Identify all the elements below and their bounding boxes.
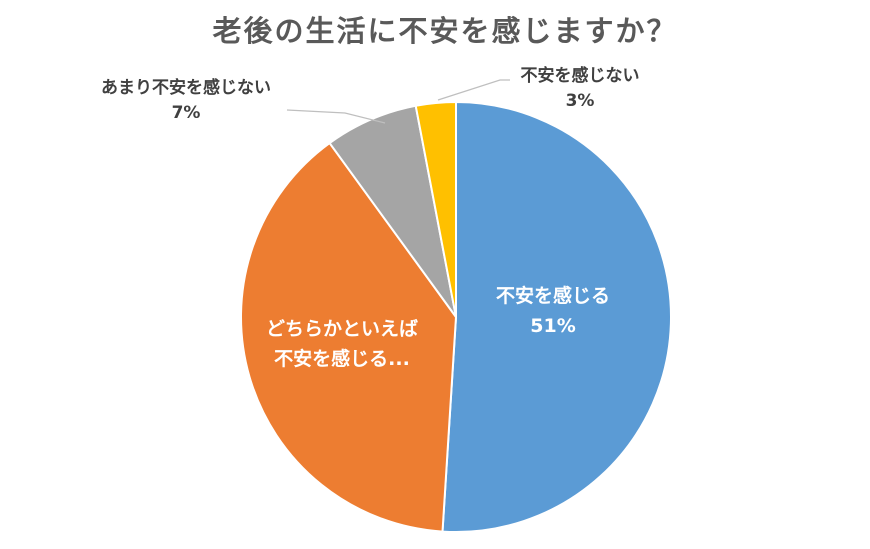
pie-slice-1 bbox=[441, 100, 672, 533]
pie-slice-2 bbox=[240, 141, 458, 533]
label-blue-pct: 51% bbox=[530, 315, 576, 337]
label-orange-line1: どちらかといえば bbox=[265, 318, 418, 340]
label-gold-pct: 3% bbox=[565, 91, 595, 111]
label-gray-pct: 7% bbox=[171, 103, 201, 123]
label-gold: 不安を感じない 3% bbox=[505, 64, 655, 114]
chart-title: 老後の生活に不安を感じますか？ bbox=[212, 14, 678, 48]
label-orange-line2: 不安を感じる... bbox=[274, 348, 410, 370]
label-gold-name: 不安を感じない bbox=[520, 66, 640, 86]
label-gray: あまり不安を感じない 7% bbox=[66, 76, 306, 126]
label-gray-name: あまり不安を感じない bbox=[101, 78, 271, 98]
pie-slices bbox=[240, 100, 672, 533]
label-orange: どちらかといえば 不安を感じる... bbox=[252, 314, 432, 374]
label-blue-name: 不安を感じる bbox=[495, 285, 610, 307]
label-blue: 不安を感じる 51% bbox=[478, 281, 628, 341]
leader-line-gray bbox=[286, 109, 386, 124]
leader-line-gold bbox=[437, 79, 510, 101]
pie-slice-4 bbox=[414, 100, 457, 318]
